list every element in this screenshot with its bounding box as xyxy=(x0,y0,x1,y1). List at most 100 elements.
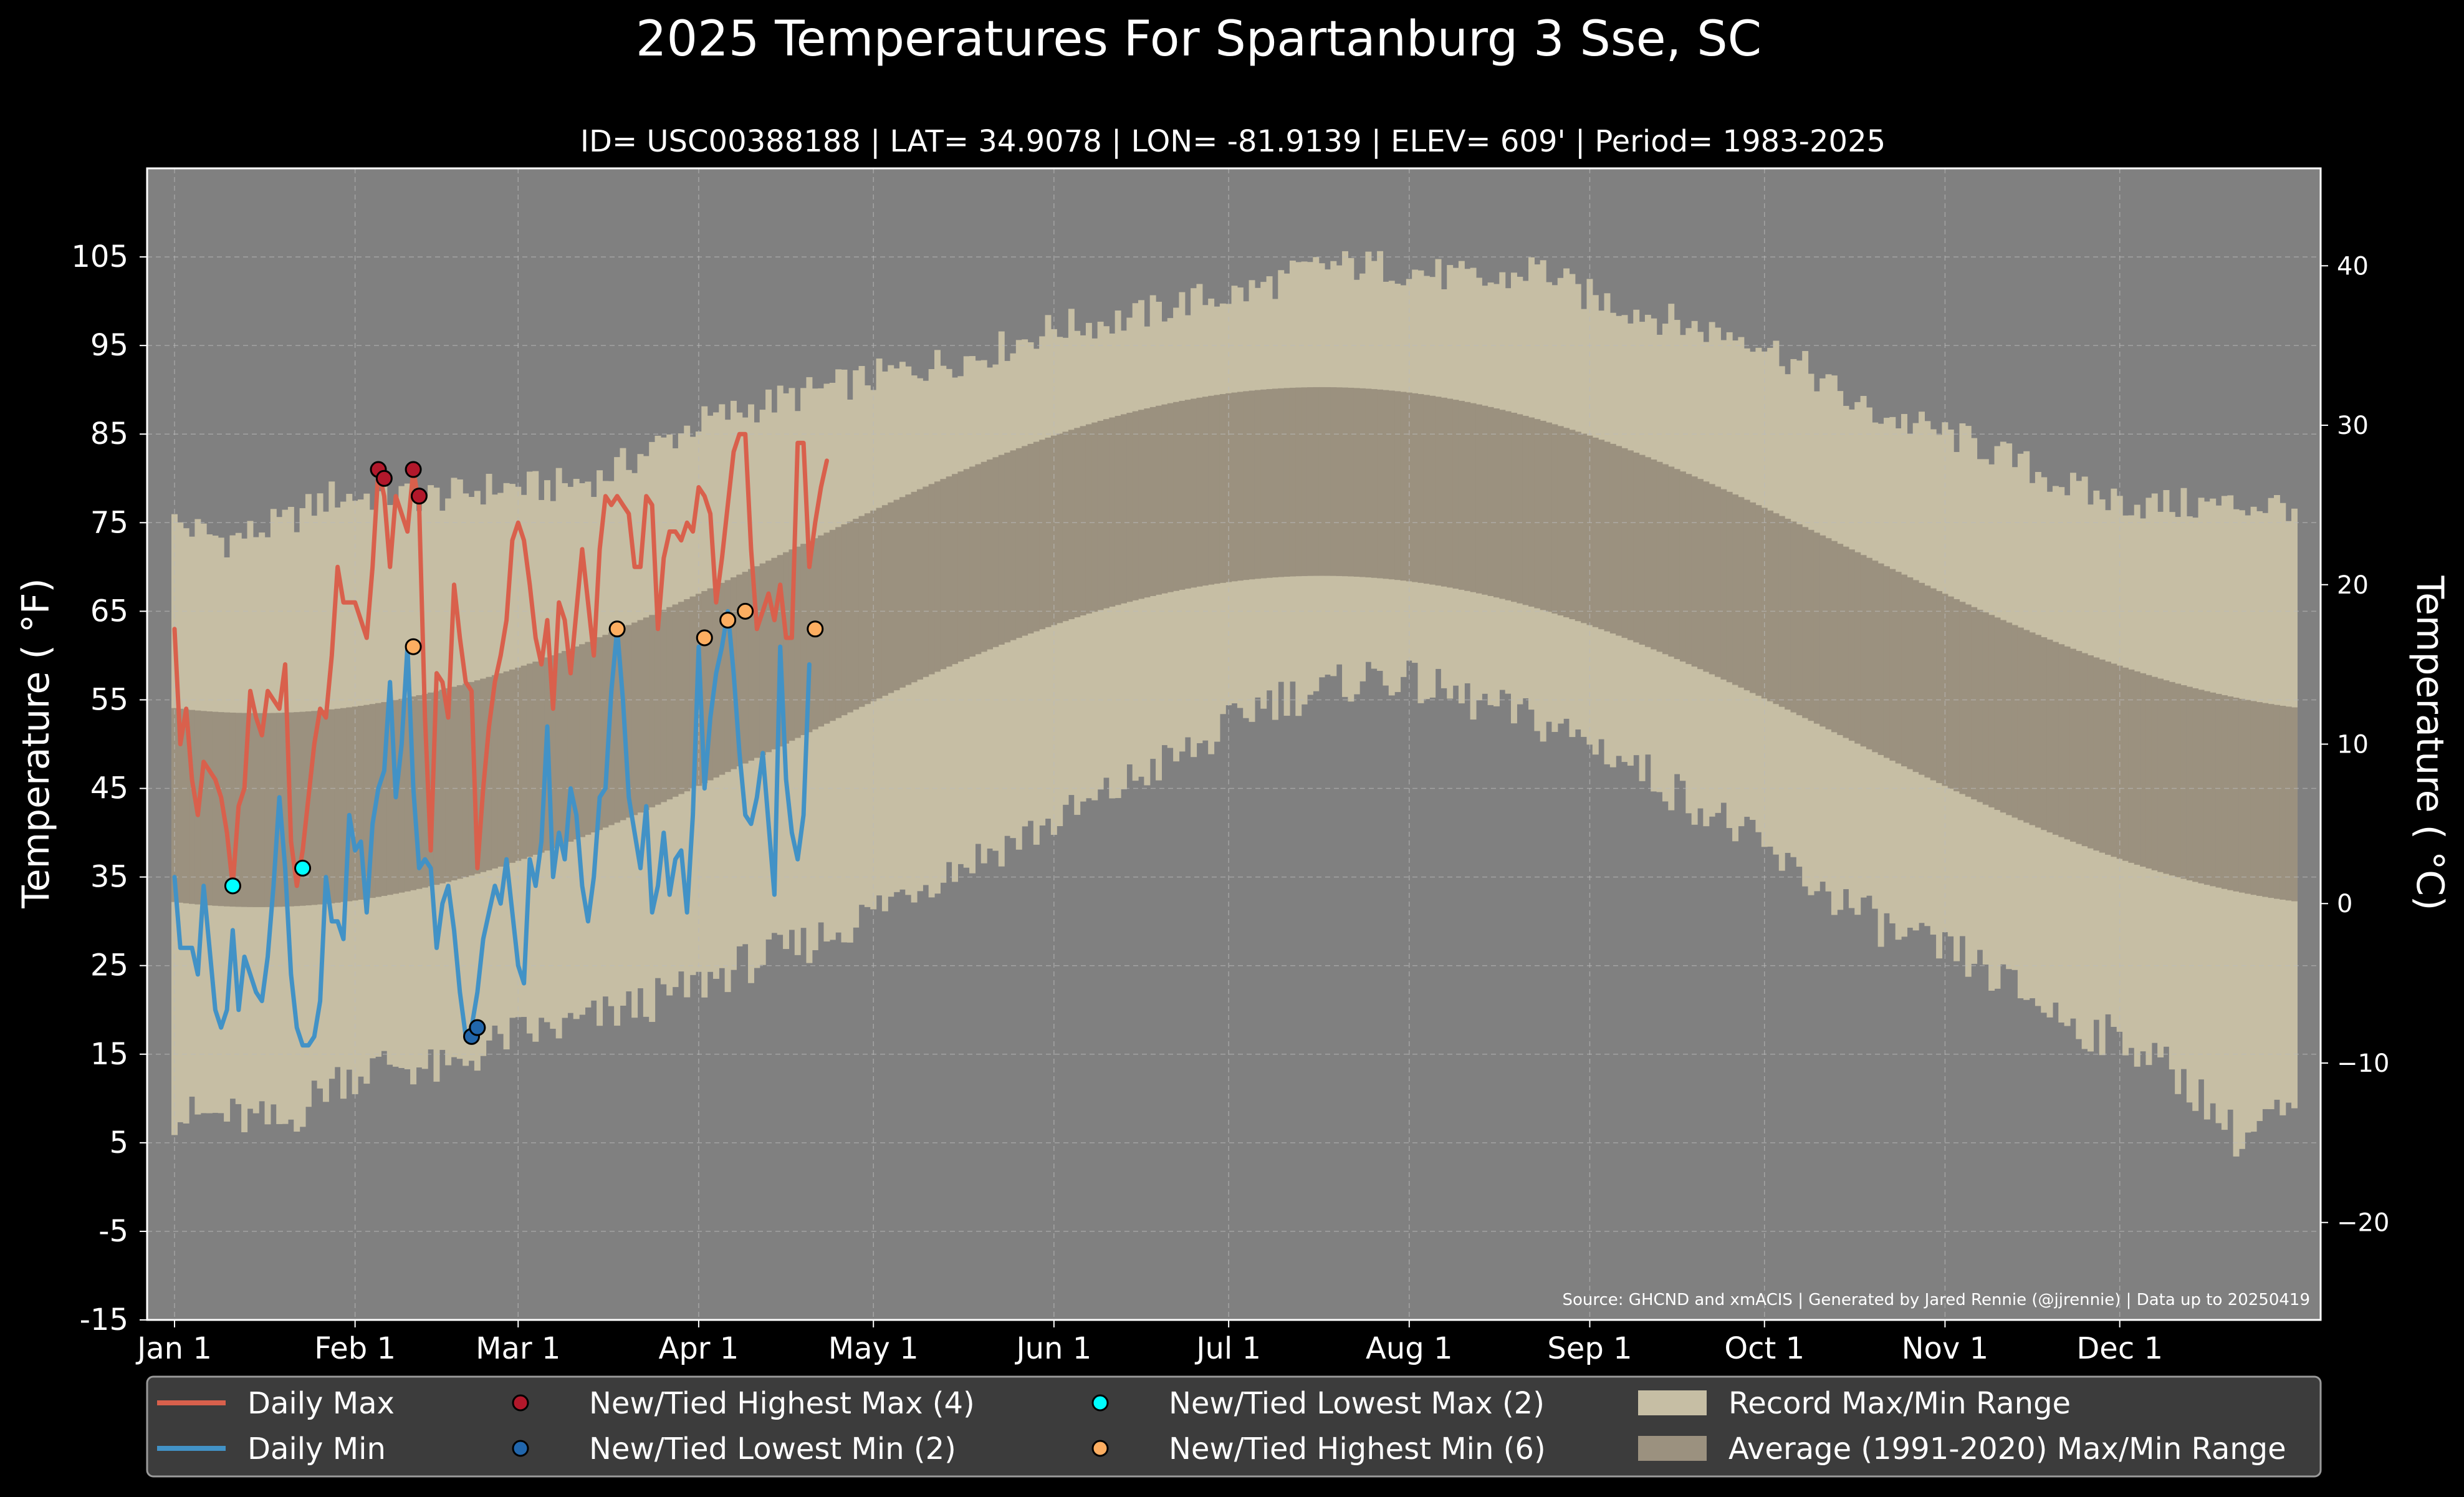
normal-range-bar xyxy=(2140,673,2147,867)
normal-range-bar xyxy=(352,706,358,901)
normal-range-bar xyxy=(1819,535,1826,727)
normal-range-bar xyxy=(1866,557,1872,749)
normal-range-bar xyxy=(1423,395,1430,584)
normal-range-bar xyxy=(567,648,574,842)
normal-range-bar xyxy=(252,713,259,907)
normal-range-bar xyxy=(660,609,667,802)
normal-range-bar xyxy=(241,713,248,907)
record-marker-point xyxy=(696,629,713,647)
normal-range-bar xyxy=(1149,407,1156,596)
normal-range-bar xyxy=(1627,450,1634,640)
normal-range-bar xyxy=(2017,627,2024,821)
y-tick-label: -5 xyxy=(98,1214,128,1249)
normal-range-bar xyxy=(1662,464,1669,655)
normal-range-bar xyxy=(1348,387,1354,577)
legend-label: Daily Min xyxy=(247,1432,386,1466)
normal-range-bar xyxy=(1726,491,1733,683)
right-y-tick-label: 30 xyxy=(2337,412,2369,440)
normal-range-bar xyxy=(1429,395,1436,585)
normal-range-bar xyxy=(1482,405,1488,595)
normal-range-bar xyxy=(853,519,860,710)
normal-range-bar xyxy=(1353,388,1360,577)
normal-range-bar xyxy=(1103,419,1110,609)
normal-range-bar xyxy=(562,651,568,844)
normal-range-bar xyxy=(928,484,935,675)
normal-range-bar xyxy=(1802,527,1809,718)
normal-range-bar xyxy=(1982,612,1989,805)
record-markers xyxy=(224,461,824,1045)
record-marker-point xyxy=(410,488,428,505)
normal-range-bar xyxy=(2210,692,2217,887)
chart-title: 2025 Temperatures For Spartanburg 3 Sse,… xyxy=(636,11,1762,67)
normal-range-bar xyxy=(876,508,883,699)
normal-range-bar xyxy=(590,639,597,833)
chart-subtitle: ID= USC00388188 | LAT= 34.9078 | LON= -8… xyxy=(580,124,1886,159)
normal-range-bar xyxy=(2198,690,2205,883)
legend-dot-swatch xyxy=(1091,1394,1109,1412)
normal-range-bar xyxy=(1225,393,1232,582)
normal-range-bar xyxy=(1272,388,1278,578)
normal-range-bar xyxy=(381,702,388,896)
normal-range-bar xyxy=(1854,552,1861,744)
normal-range-bar xyxy=(212,711,219,906)
x-tick-label: Oct 1 xyxy=(1724,1331,1805,1366)
normal-range-bar xyxy=(806,541,813,733)
normal-range-bar xyxy=(1109,417,1116,607)
normal-range-bar xyxy=(2221,695,2228,889)
normal-range-bar xyxy=(1930,588,1937,781)
normal-range-bar xyxy=(532,662,539,855)
normal-range-bar xyxy=(1540,420,1546,610)
record-marker-point xyxy=(608,620,626,638)
normal-range-bar xyxy=(1208,395,1215,585)
normal-range-bar xyxy=(1743,499,1750,691)
normal-range-bar xyxy=(2256,702,2263,896)
record-marker-point xyxy=(807,620,824,638)
right-y-tick-label: −10 xyxy=(2337,1049,2389,1078)
grid-lines xyxy=(147,168,2321,1321)
normal-range-bar xyxy=(911,491,918,683)
record-marker-point xyxy=(405,461,422,478)
normal-range-bar xyxy=(1901,574,1907,767)
normal-range-bar xyxy=(905,494,912,685)
normal-range-bar xyxy=(771,557,778,749)
normal-range-bar xyxy=(1720,489,1727,680)
y-tick-label: 65 xyxy=(90,594,128,628)
normal-range-bar xyxy=(2250,701,2257,895)
normal-range-bar xyxy=(1243,391,1250,580)
normal-range-bar xyxy=(2111,663,2117,857)
normal-range-bar xyxy=(1919,582,1925,775)
normal-range-bar xyxy=(1015,448,1022,638)
normal-range-bar xyxy=(1441,397,1447,587)
normal-range-bar xyxy=(1912,580,1919,773)
normal-range-bar xyxy=(1883,566,1890,758)
normal-range-bar xyxy=(229,712,236,907)
normal-range-bar xyxy=(637,620,644,813)
record-marker-point xyxy=(294,859,312,877)
normal-range-bar xyxy=(1464,402,1471,591)
legend: Daily Max New/Tied Highest Max (4) New/Tie… xyxy=(146,1375,2322,1478)
normal-range-bar xyxy=(1144,408,1151,598)
normal-range-bar xyxy=(1138,410,1144,599)
normal-range-bar xyxy=(1988,615,1995,807)
normal-range-bar xyxy=(1371,389,1378,578)
normal-range-bar xyxy=(1569,430,1576,620)
right-y-tick-label: 10 xyxy=(2337,731,2369,759)
normal-range-bar xyxy=(2052,642,2059,835)
record-marker-point xyxy=(375,469,393,487)
legend-patch-swatch xyxy=(1638,1390,1707,1415)
normal-range-bar xyxy=(1318,387,1325,576)
normal-range-band xyxy=(171,387,2298,907)
normal-range-bar xyxy=(1004,452,1011,643)
normal-range-bar xyxy=(1191,398,1197,588)
legend-label: Daily Max xyxy=(247,1386,395,1421)
normal-range-bar xyxy=(579,644,586,837)
normal-range-bar xyxy=(765,561,772,753)
legend-dot-swatch xyxy=(1091,1440,1109,1457)
normal-range-bar xyxy=(823,532,830,724)
normal-range-bar xyxy=(654,612,661,805)
normal-range-bar xyxy=(2064,646,2071,840)
normal-range-bar xyxy=(247,713,254,907)
x-tick-label: Aug 1 xyxy=(1366,1331,1453,1366)
normal-range-bar xyxy=(550,655,557,849)
